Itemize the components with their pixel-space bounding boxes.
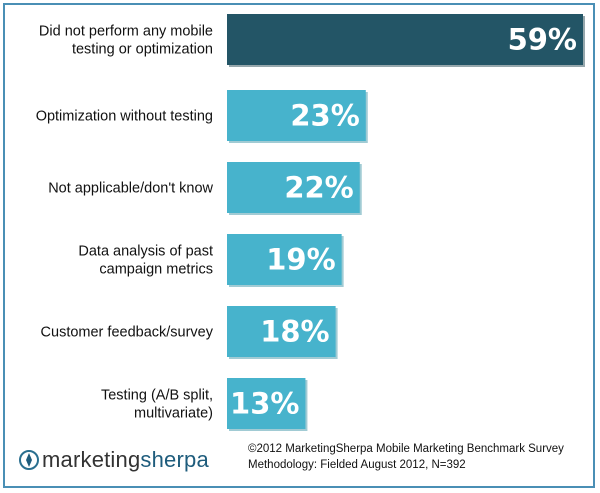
category-label-4: Customer feedback/survey	[41, 325, 214, 341]
logo-text-sherpa: sherpa	[140, 447, 209, 472]
bar-5	[227, 378, 306, 429]
source-line-copyright: ©2012 MarketingSherpa Mobile Marketing B…	[248, 443, 564, 455]
compass-icon	[19, 450, 39, 470]
bar-3	[227, 234, 342, 285]
logo-text-marketing: marketing	[42, 447, 141, 472]
value-label-1: 23%	[290, 99, 359, 133]
bar-1	[227, 90, 366, 141]
value-label-3: 19%	[266, 243, 335, 277]
value-label-2: 22%	[284, 171, 353, 205]
category-label-2: Not applicable/don't know	[48, 181, 213, 197]
category-label-0: Did not perform any mobile testing or opt…	[39, 24, 213, 58]
bar-2	[227, 162, 360, 213]
marketingsherpa-logo: marketing sherpa	[18, 447, 209, 473]
category-label-1: Optimization without testing	[36, 109, 213, 125]
bar-4	[227, 306, 336, 357]
value-label-4: 18%	[260, 315, 329, 349]
source-note: ©2012 MarketingSherpa Mobile Marketing B…	[248, 441, 564, 473]
value-label-5: 13%	[230, 387, 299, 421]
category-label-3: Data analysis of past campaign metrics	[78, 244, 213, 278]
source-line-methodology: Methodology: Fielded August 2012, N=392	[248, 459, 466, 471]
category-label-5: Testing (A/B split, multivariate)	[101, 388, 213, 422]
bar-0	[227, 14, 583, 65]
value-label-0: 59%	[508, 23, 577, 57]
